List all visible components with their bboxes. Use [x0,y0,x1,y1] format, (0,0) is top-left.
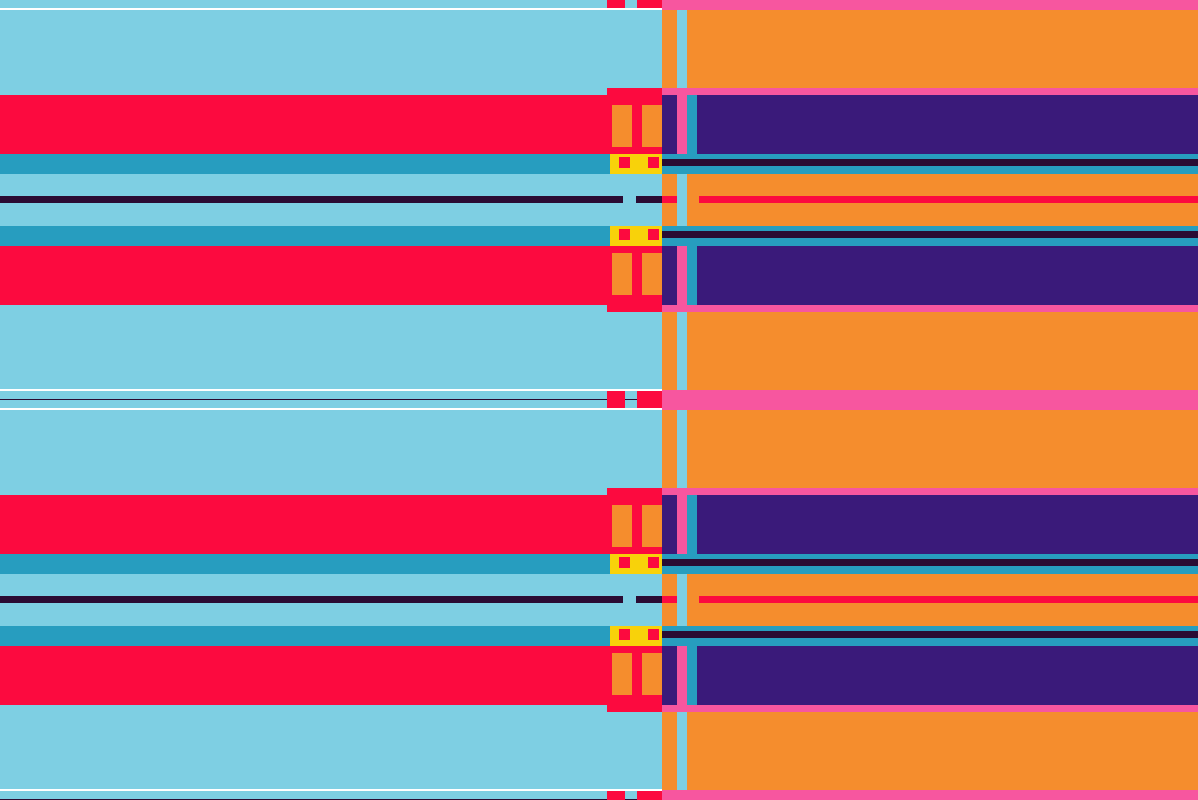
tile [0,0,1198,401]
tile [0,400,1198,800]
